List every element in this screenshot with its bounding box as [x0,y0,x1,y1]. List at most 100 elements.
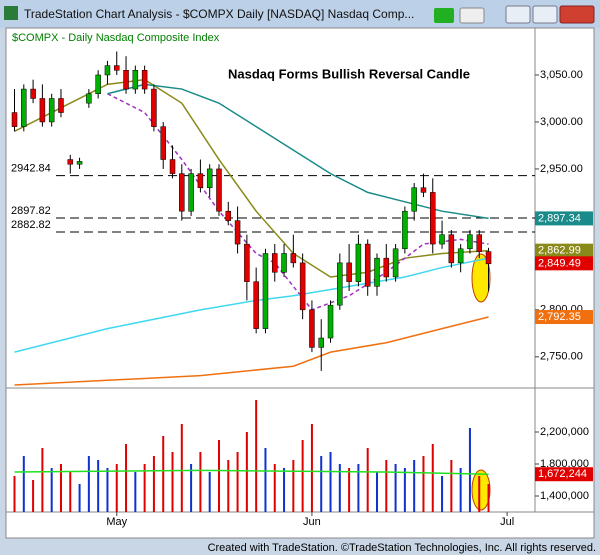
volume-bar [310,424,313,512]
volume-bar [283,468,286,512]
last-value-label: 2,862.99 [538,245,581,257]
moving-average [14,257,489,353]
volume-bar [227,460,230,512]
volume-bar [264,448,267,512]
chart-subtitle: $COMPX - Daily Nasdaq Composite Index [12,32,220,44]
candle-body [392,248,399,278]
volume-bar [152,456,155,512]
last-value-label: 2,792.35 [538,311,581,323]
volume-bar [338,464,341,512]
candle-body [244,243,250,282]
volume-bar [366,448,369,512]
y-tick-label: 3,050.00 [540,69,583,81]
close-button[interactable] [559,5,595,24]
volume-bar [162,436,165,512]
symbol-button[interactable] [434,8,454,23]
candle-body [364,243,371,287]
menu-button[interactable] [459,7,485,24]
last-value-label: 1,672,244 [538,468,587,480]
volume-bar [59,464,62,512]
candle-body [169,159,176,174]
volume-bar [441,476,444,512]
last-value-box [535,256,593,271]
candle-body [67,159,74,165]
volume-bar [171,452,174,512]
volume-bar [375,472,378,512]
candle-body [290,253,297,264]
volume-bar [32,480,35,512]
candle-body [430,192,436,245]
volume-bar [413,460,416,512]
volume-bar [50,468,53,512]
volume-bar [478,476,481,512]
candle-body [151,88,157,127]
volume-bar [385,460,388,512]
volume-bar [180,424,183,512]
volume-bar [450,460,453,512]
volume-bar [87,456,90,512]
candle-body [179,173,185,212]
candle-body [21,88,27,127]
volume-bar [301,440,304,512]
volume-bar [292,460,295,512]
volume-bar [320,456,323,512]
candle-body [420,187,427,193]
candle-body [216,168,222,212]
candle-body [234,220,241,245]
candle-body [439,234,445,245]
volume-bar [134,472,137,512]
x-tick-label: Jun [303,516,321,528]
last-value-label: 2,897.34 [538,212,581,224]
window-title: TradeStation Chart Analysis - $COMPX Dai… [24,7,414,21]
volume-bar [245,432,248,512]
candle-body [485,251,492,265]
x-tick-label: Jul [500,516,514,528]
y-tick-label: 1,400,000 [540,490,589,502]
candle-body [374,257,380,287]
y-tick-label: 3,000.00 [540,116,583,128]
title-bar [0,0,600,28]
candle-body [448,234,455,264]
last-value-box [535,310,593,325]
volume-bar [394,464,397,512]
last-value-box [535,243,593,258]
volume-bar [487,484,490,512]
candle-body [281,253,287,273]
volume-bar [468,428,471,512]
volume-bar [273,464,276,512]
volume-bar [190,464,193,512]
last-value-label: 2,849.49 [538,257,581,269]
candle-body [457,248,464,264]
volume-bar [217,440,220,512]
last-value-box [535,211,593,226]
volume-bar [143,464,146,512]
volume-bar [422,456,425,512]
candle-body [299,262,306,311]
volume-bar [357,464,360,512]
y-tick-label: 1,800,000 [540,458,589,470]
volume-bar [459,468,462,512]
candle-body [104,65,111,76]
candle-body [253,281,259,329]
volume-bar [69,472,72,512]
moving-average [107,93,489,311]
maximize-button[interactable] [532,5,558,24]
candle-body [262,253,269,329]
minimize-button[interactable] [505,5,531,24]
last-value-box [535,467,593,482]
candle-body [188,173,194,212]
volume-bar [403,468,406,512]
volume-bar [208,472,211,512]
candle-body [39,98,46,123]
volume-bar [199,452,202,512]
volume-bar [348,468,351,512]
chart-title: Nasdaq Forms Bullish Reversal Candle [228,66,470,81]
candle-body [206,168,213,188]
x-tick-label: May [106,516,127,528]
candle-body [141,70,148,90]
y-tick-label: 2,200,000 [540,426,589,438]
moving-average [14,316,489,386]
volume-bar [22,456,25,512]
candle-body [467,234,473,250]
candle-body [272,253,278,273]
